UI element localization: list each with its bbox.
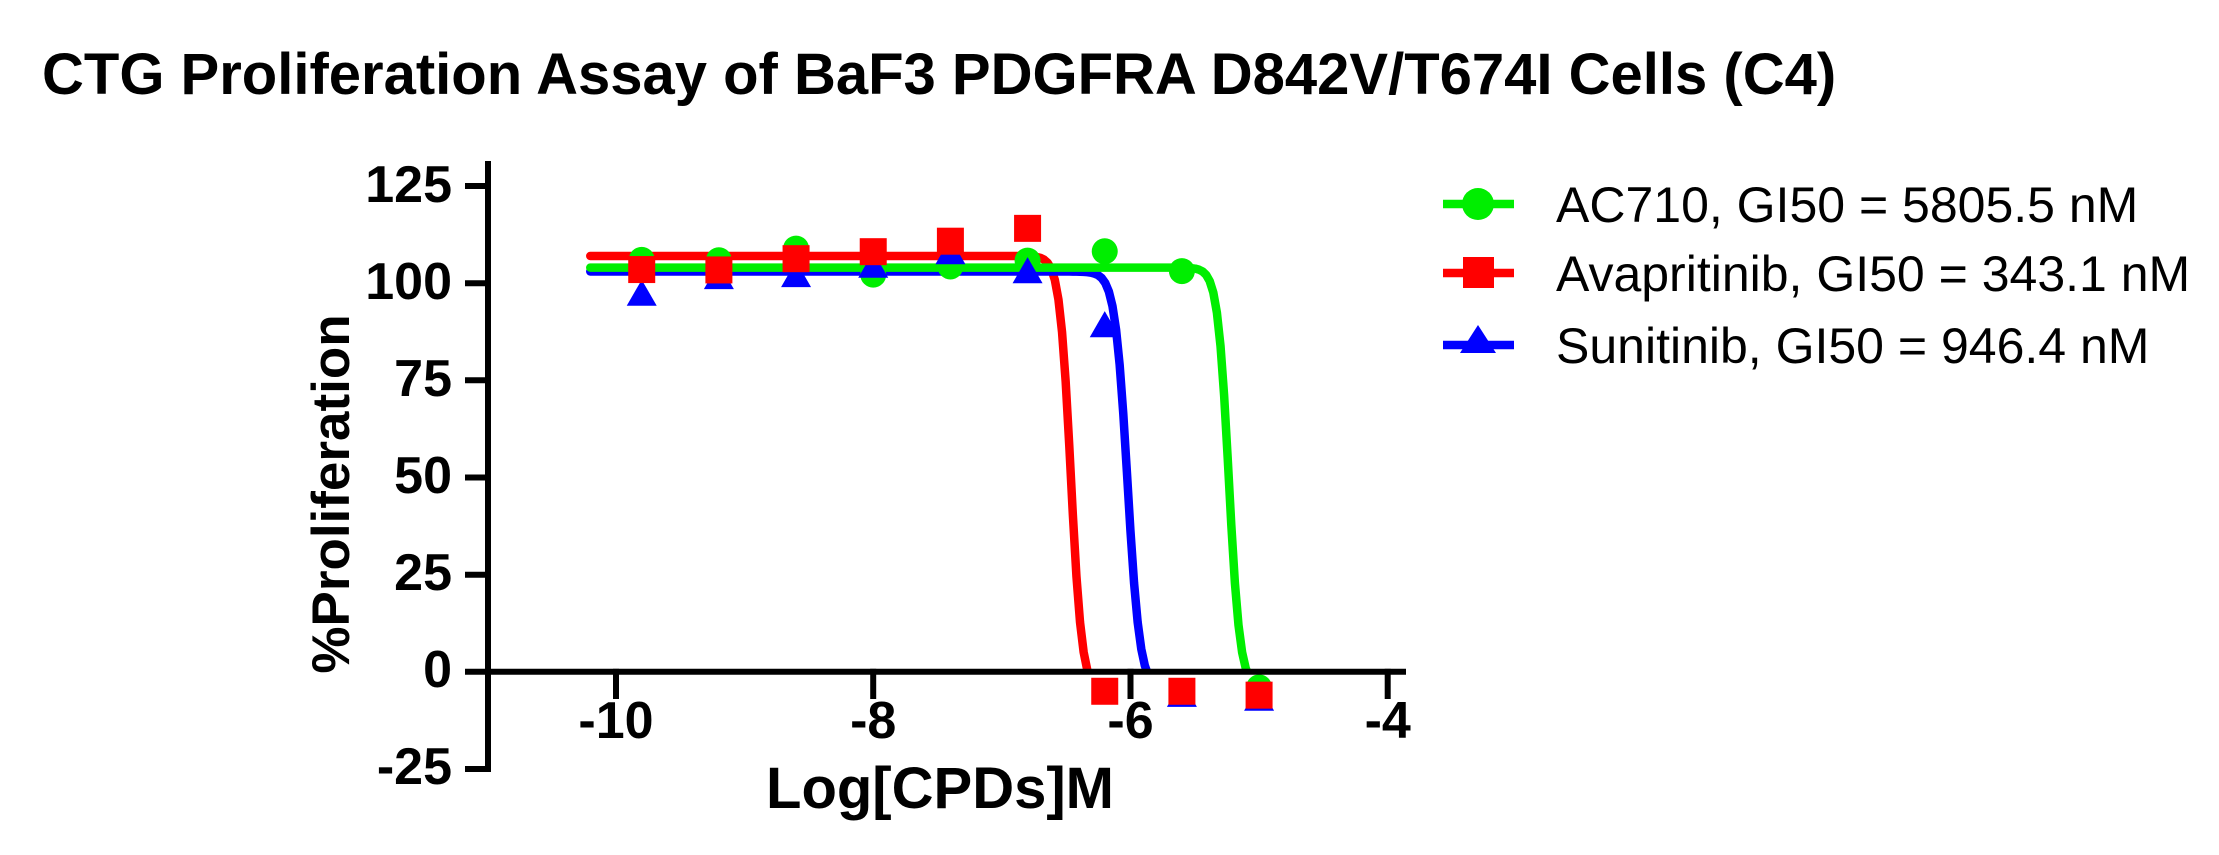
svg-text:-10: -10: [578, 692, 653, 750]
svg-text:0: 0: [423, 641, 452, 699]
svg-text:125: 125: [365, 156, 452, 214]
svg-text:75: 75: [394, 350, 452, 408]
svg-text:25: 25: [394, 544, 452, 602]
svg-text:%Proliferation: %Proliferation: [302, 314, 361, 673]
svg-text:-6: -6: [1107, 692, 1153, 750]
svg-text:AC710, GI50 = 5805.5 nM: AC710, GI50 = 5805.5 nM: [1556, 177, 2138, 233]
svg-text:-4: -4: [1365, 692, 1411, 750]
svg-text:-8: -8: [850, 692, 896, 750]
svg-text:Sunitinib, GI50 = 946.4 nM: Sunitinib, GI50 = 946.4 nM: [1556, 318, 2149, 374]
svg-text:Log[CPDs]M: Log[CPDs]M: [766, 756, 1114, 821]
svg-text:Avapritinib, GI50 = 343.1 nM: Avapritinib, GI50 = 343.1 nM: [1556, 246, 2190, 302]
svg-text:50: 50: [394, 447, 452, 505]
svg-text:-25: -25: [377, 738, 452, 796]
svg-text:100: 100: [365, 253, 452, 311]
